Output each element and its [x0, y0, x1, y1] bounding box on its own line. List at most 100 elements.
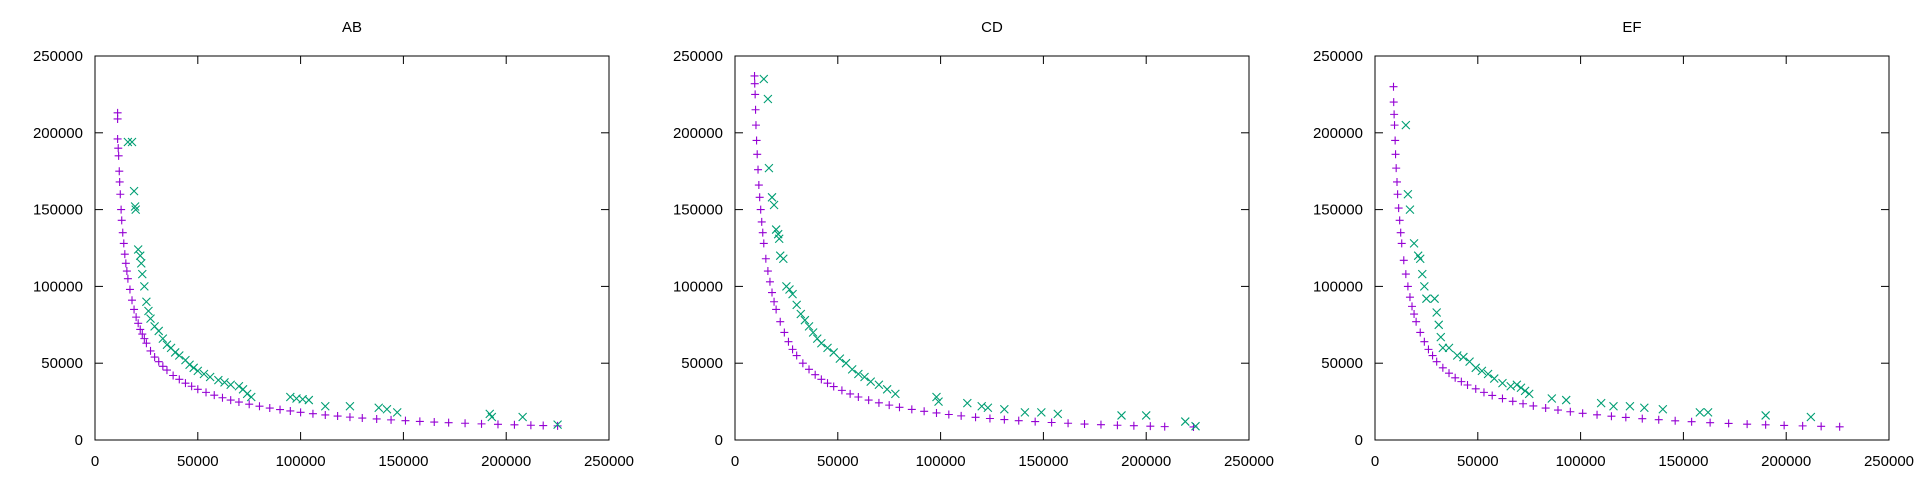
plus-marker [1160, 422, 1169, 431]
series-1 [1389, 82, 1844, 431]
plus-marker [1420, 337, 1429, 346]
cross-marker [769, 200, 779, 210]
plus-marker [130, 305, 139, 314]
plus-marker [415, 417, 424, 426]
series-2 [1401, 120, 1816, 422]
cross-marker [158, 334, 168, 344]
plus-marker [944, 410, 953, 419]
cross-marker [142, 297, 151, 307]
cross-marker [1471, 363, 1481, 373]
cross-marker [136, 258, 146, 268]
plus-marker [175, 375, 184, 384]
plus-marker [276, 405, 285, 414]
cross-marker [1806, 412, 1816, 422]
cross-marker [1524, 389, 1534, 399]
plus-marker [493, 420, 502, 429]
plus-marker [125, 285, 134, 294]
plus-marker [265, 404, 274, 413]
plus-marker [751, 105, 760, 114]
cross-marker [999, 404, 1009, 414]
cross-marker [304, 395, 314, 405]
plus-marker [854, 392, 863, 401]
plus-marker [234, 398, 243, 407]
plus-marker [765, 277, 774, 286]
cross-marker [835, 354, 845, 363]
plus-marker [118, 228, 127, 237]
plus-marker [757, 217, 766, 226]
cross-marker [1516, 383, 1526, 393]
cross-marker [518, 412, 528, 422]
plus-marker [750, 79, 759, 88]
y-tick-label: 0 [715, 432, 723, 449]
cross-marker [816, 338, 826, 348]
plus-marker [1428, 351, 1437, 360]
cross-marker [847, 364, 857, 374]
plus-marker [1607, 412, 1616, 421]
plus-marker [401, 416, 410, 425]
cross-marker [1625, 401, 1635, 411]
plus-marker [1438, 363, 1447, 372]
plus-marker [1401, 270, 1410, 279]
cross-marker [778, 254, 788, 264]
plus-marker [1479, 388, 1488, 397]
cross-marker [213, 375, 223, 385]
cross-marker [242, 389, 252, 399]
y-tick-label: 200000 [33, 125, 83, 142]
cross-marker [1180, 417, 1190, 426]
plus-marker [119, 239, 128, 248]
plus-marker [1529, 401, 1538, 410]
plus-marker [1403, 282, 1412, 291]
cross-marker [763, 94, 773, 104]
scatter-plot-cd: CD 0 50000 100000 150000 200000 250000 0 50000 10… [673, 19, 1274, 470]
cross-marker [808, 328, 818, 337]
plus-marker [1408, 302, 1417, 311]
plus-marker [1389, 98, 1398, 107]
plus-marker [1508, 397, 1517, 406]
cross-marker [1561, 395, 1571, 405]
plus-marker [805, 365, 814, 374]
chart-title: CD [981, 19, 1003, 36]
cross-marker [804, 321, 814, 331]
y-tick-label: 100000 [1313, 278, 1363, 295]
cross-marker [246, 392, 256, 402]
plus-marker [874, 398, 883, 407]
plus-marker [1410, 310, 1419, 319]
plus-marker [1457, 377, 1466, 386]
plus-marker [1047, 418, 1056, 427]
x-tick-label: 250000 [1224, 453, 1274, 470]
plus-marker [754, 165, 763, 174]
plus-marker [920, 407, 929, 416]
cross-marker [487, 412, 497, 422]
cross-marker [345, 401, 355, 411]
cross-marker [1703, 407, 1713, 417]
plus-marker [162, 366, 171, 375]
plus-marker [553, 421, 562, 430]
cross-marker [127, 137, 137, 147]
plus-marker [138, 330, 147, 339]
plus-marker [430, 418, 439, 427]
x-tick-label: 250000 [584, 453, 634, 470]
cross-marker [320, 401, 330, 411]
plus-marker [907, 405, 916, 414]
plus-marker [117, 205, 126, 214]
cross-marker [1403, 189, 1413, 199]
cross-marker [1434, 320, 1444, 330]
plus-marker [1394, 204, 1403, 213]
cross-marker [146, 314, 155, 324]
plus-marker [115, 177, 124, 186]
cross-marker [1506, 381, 1516, 391]
x-tick-label: 100000 [276, 453, 326, 470]
plus-marker [1519, 399, 1528, 408]
cross-marker [1401, 120, 1411, 130]
plus-marker [756, 205, 765, 214]
plus-marker [932, 408, 941, 417]
plus-marker [140, 334, 149, 343]
plus-marker [308, 409, 317, 418]
plus-marker [1593, 410, 1602, 419]
cross-marker [1036, 407, 1046, 417]
cross-marker [1483, 369, 1493, 379]
cross-marker [1596, 398, 1606, 408]
plus-marker [1835, 422, 1844, 431]
series-2 [759, 74, 1200, 431]
plus-marker [115, 167, 124, 176]
